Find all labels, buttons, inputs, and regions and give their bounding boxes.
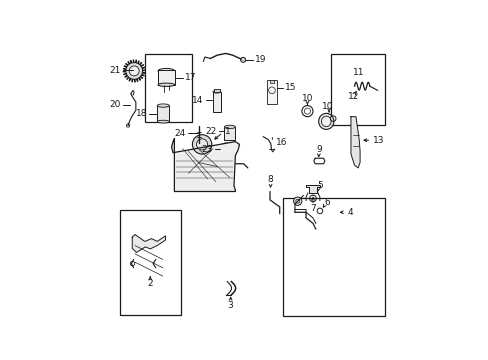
Text: 12: 12	[347, 92, 359, 101]
Circle shape	[293, 197, 301, 205]
Text: 21: 21	[109, 66, 121, 75]
Circle shape	[240, 57, 245, 62]
Bar	[283, 198, 384, 316]
Bar	[269, 80, 274, 82]
Text: 23: 23	[202, 145, 213, 154]
Text: 11: 11	[352, 68, 364, 77]
Bar	[120, 210, 181, 315]
Polygon shape	[305, 185, 319, 193]
Text: 15: 15	[284, 83, 296, 92]
Circle shape	[196, 139, 207, 150]
Text: 4: 4	[346, 208, 352, 217]
Bar	[144, 54, 192, 122]
Polygon shape	[123, 60, 145, 82]
Text: 20: 20	[109, 100, 120, 109]
Text: 19: 19	[255, 55, 266, 64]
Text: 10: 10	[301, 94, 312, 103]
Text: 1: 1	[224, 127, 230, 136]
Polygon shape	[132, 234, 165, 252]
Bar	[330, 54, 384, 125]
Bar	[266, 80, 276, 104]
Bar	[224, 127, 235, 140]
Bar	[212, 92, 220, 112]
Ellipse shape	[224, 125, 235, 129]
Ellipse shape	[157, 104, 169, 107]
Text: 24: 24	[174, 129, 185, 138]
Text: 6: 6	[324, 198, 329, 207]
Circle shape	[129, 66, 139, 76]
Text: 16: 16	[276, 138, 287, 147]
Ellipse shape	[212, 90, 220, 93]
Ellipse shape	[158, 83, 174, 86]
Text: 8: 8	[267, 175, 273, 184]
Text: 10: 10	[321, 102, 333, 111]
Polygon shape	[171, 139, 239, 192]
Text: 3: 3	[227, 301, 233, 310]
Text: 13: 13	[372, 136, 384, 145]
Text: 5: 5	[316, 181, 322, 190]
Ellipse shape	[321, 116, 330, 127]
Bar	[157, 105, 169, 122]
Text: 2: 2	[147, 279, 153, 288]
Ellipse shape	[157, 120, 169, 123]
Text: 22: 22	[205, 127, 216, 136]
Text: 18: 18	[136, 109, 147, 118]
Circle shape	[192, 135, 211, 154]
Text: 7: 7	[309, 204, 315, 213]
Bar	[158, 69, 174, 85]
Ellipse shape	[318, 113, 333, 129]
Polygon shape	[350, 117, 359, 168]
Text: 17: 17	[184, 73, 196, 82]
Text: 9: 9	[316, 145, 322, 154]
Ellipse shape	[158, 68, 174, 73]
Bar	[214, 89, 219, 92]
Text: 14: 14	[192, 95, 203, 104]
